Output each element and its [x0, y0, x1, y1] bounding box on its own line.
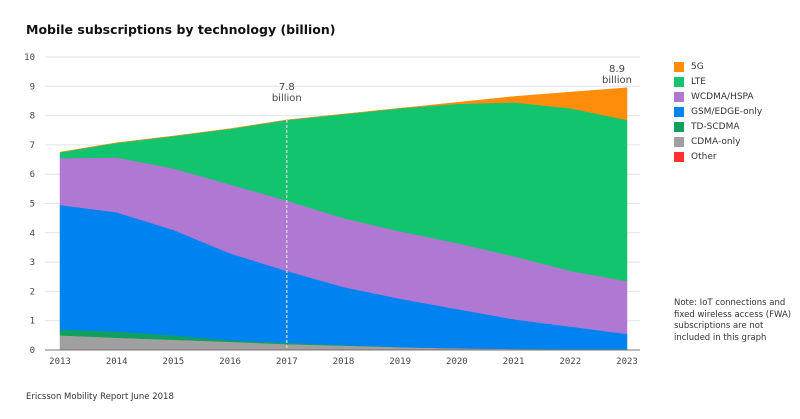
annotation-unit: billion	[272, 93, 302, 104]
legend-item: GSM/EDGE-only	[674, 104, 762, 119]
y-tick-label: 8	[30, 112, 35, 122]
y-tick-label: 5	[30, 200, 35, 210]
x-tick-label: 2021	[503, 357, 525, 367]
legend-label: GSM/EDGE-only	[691, 106, 763, 117]
area-5g	[59, 87, 628, 153]
x-tick-label: 2022	[559, 357, 581, 367]
legend-item: WCDMA/HSPA	[674, 89, 762, 104]
annotation-unit: billion	[602, 75, 632, 86]
legend-item: TD-SCDMA	[674, 119, 762, 134]
legend-item: Other	[674, 149, 762, 164]
y-tick-label: 1	[30, 317, 35, 327]
note-text: Note: IoT connections and fixed wireless…	[674, 298, 792, 343]
annotation-value: 8.9	[609, 64, 625, 75]
x-tick-label: 2019	[389, 357, 411, 367]
legend-label: Other	[691, 151, 717, 162]
legend-item: LTE	[674, 74, 762, 89]
x-tick-label: 2018	[333, 357, 355, 367]
x-tick-label: 2014	[106, 357, 128, 367]
legend-swatch	[674, 151, 684, 162]
y-tick-label: 6	[30, 170, 35, 180]
legend-swatch	[674, 61, 684, 72]
legend-label: TD-SCDMA	[691, 121, 740, 132]
chart-title: Mobile subscriptions by technology (bill…	[26, 22, 336, 37]
y-tick-label: 7	[30, 141, 35, 151]
legend-label: CDMA-only	[691, 136, 741, 147]
x-tick-label: 2023	[616, 357, 638, 367]
legend-swatch	[674, 121, 684, 132]
y-tick-label: 3	[30, 258, 35, 268]
legend: 5G LTE WCDMA/HSPA GSM/EDGE-only TD-SCDMA CDMA…	[674, 59, 762, 164]
legend-label: 5G	[691, 61, 704, 72]
legend-label: WCDMA/HSPA	[691, 91, 754, 102]
legend-swatch	[674, 91, 684, 102]
x-tick-label: 2016	[219, 357, 241, 367]
x-tick-label: 2013	[49, 357, 71, 367]
y-tick-label: 0	[30, 346, 35, 356]
legend-swatch	[674, 76, 684, 87]
x-tick-label: 2017	[276, 357, 298, 367]
annotation-value: 7.8	[279, 82, 295, 93]
legend-swatch	[674, 136, 684, 147]
source-footer: Ericsson Mobility Report June 2018	[26, 392, 174, 402]
legend-swatch	[674, 106, 684, 117]
x-tick-label: 2015	[163, 357, 185, 367]
y-tick-label: 2	[30, 287, 35, 297]
legend-item: 5G	[674, 59, 762, 74]
x-tick-label: 2020	[446, 357, 468, 367]
legend-item: CDMA-only	[674, 134, 762, 149]
y-tick-label: 4	[30, 229, 35, 239]
legend-label: LTE	[691, 76, 706, 87]
y-tick-label: 9	[30, 82, 35, 92]
y-tick-label: 10	[24, 53, 35, 63]
